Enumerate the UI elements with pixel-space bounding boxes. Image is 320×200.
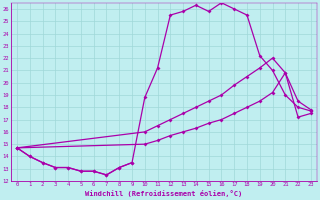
- X-axis label: Windchill (Refroidissement éolien,°C): Windchill (Refroidissement éolien,°C): [85, 190, 243, 197]
